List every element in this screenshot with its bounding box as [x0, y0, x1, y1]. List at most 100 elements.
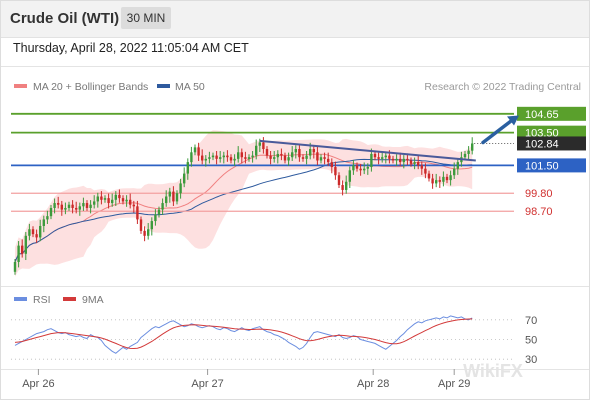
candle-body: [438, 180, 441, 182]
candle-body: [276, 153, 279, 158]
candle-body: [197, 147, 200, 156]
candle-body: [417, 162, 420, 166]
candle-body: [118, 194, 121, 199]
candle-body: [402, 158, 405, 163]
candle-body: [139, 219, 143, 231]
candle-body: [467, 150, 470, 154]
candle-body: [330, 162, 333, 168]
candle-body: [373, 153, 377, 158]
candle-body: [391, 158, 395, 161]
candle-body: [132, 204, 135, 207]
copyright-label: Research © 2022 Trading Central: [424, 81, 581, 93]
candle-body: [150, 221, 153, 230]
candle-body: [244, 157, 247, 159]
candle-body: [352, 165, 355, 171]
candle-body: [154, 214, 157, 222]
candle-body: [17, 245, 20, 262]
candle-body: [355, 165, 359, 169]
candle-body: [100, 196, 103, 200]
candle-body: [114, 194, 117, 200]
candle-body: [85, 203, 89, 208]
candle-body: [262, 142, 265, 150]
candle-body: [172, 191, 175, 202]
candle-body: [75, 207, 78, 210]
candle-body: [103, 198, 107, 200]
projection-arrow: [481, 117, 515, 145]
candle-body: [57, 203, 60, 205]
candle-body: [363, 168, 366, 171]
x-tick-label-apr-28: Apr 28: [357, 378, 389, 390]
candle-body: [237, 152, 240, 159]
candle-body: [258, 142, 261, 146]
level-tag-103.50: [517, 125, 586, 140]
candle-body: [463, 153, 467, 158]
candle-body: [449, 175, 452, 181]
legend-ma50-label: MA 50: [175, 81, 205, 93]
candle-body: [78, 206, 81, 210]
axis-divider: [0, 369, 590, 370]
candle-body: [366, 167, 369, 169]
candle-body: [283, 155, 287, 161]
candle-body: [190, 152, 193, 163]
candle-body: [255, 145, 258, 156]
candle-body: [273, 157, 276, 159]
candle-body: [377, 157, 380, 159]
candle-body: [251, 155, 254, 158]
candle-body: [309, 149, 312, 156]
candle-body: [193, 147, 197, 153]
candle-body: [93, 201, 96, 205]
candle-body: [406, 158, 409, 161]
candle-body: [175, 193, 179, 202]
candle-body: [82, 203, 85, 207]
trendline: [259, 139, 476, 162]
candle-body: [427, 173, 431, 179]
level-tag-101.50: [517, 158, 586, 173]
instrument-title: Crude Oil (WTI): [10, 10, 120, 27]
candle-body: [64, 207, 67, 210]
timeframe-button[interactable]: 30 MIN: [121, 7, 171, 29]
level-label-104.65: 104.65: [525, 109, 559, 121]
chart-datetime: Thursday, April 28, 2022 11:05:04 AM CET: [13, 41, 249, 55]
candle-body: [204, 158, 207, 161]
candle-body: [201, 155, 204, 161]
candle-body: [222, 155, 225, 158]
level-label-98.70: 98.70: [525, 206, 553, 218]
candle-body: [395, 158, 398, 161]
candle-body: [399, 158, 402, 163]
rsi-ma-line: [14, 318, 473, 350]
candle-body: [46, 216, 49, 220]
rsi-tick-70: 70: [525, 315, 537, 327]
candle-body: [456, 162, 459, 169]
level-tag-104.65: [517, 106, 586, 121]
level-label-101.50: 101.50: [525, 160, 559, 172]
candle-body: [348, 170, 351, 182]
candle-body: [370, 153, 373, 168]
candle-body: [161, 203, 164, 210]
candle-body: [67, 204, 71, 208]
candle-body: [240, 152, 243, 158]
candle-body: [21, 245, 24, 254]
legend-ma9-label: 9MA: [82, 294, 104, 306]
candle-body: [147, 229, 150, 236]
candle-body: [168, 191, 171, 197]
candle-body: [442, 176, 445, 182]
x-tick-label-apr-26: Apr 26: [22, 378, 54, 390]
candle-body: [247, 157, 251, 159]
candle-body: [431, 178, 434, 184]
candle-body: [157, 209, 161, 215]
candle-body: [215, 155, 218, 159]
candle-body: [269, 155, 272, 159]
x-tick-label-apr-29: Apr 29: [438, 378, 470, 390]
candle-body: [42, 219, 45, 226]
candle-body: [384, 155, 387, 158]
candle-body: [291, 152, 294, 158]
candle-body: [111, 199, 114, 204]
candle-body: [445, 176, 449, 181]
candle-body: [305, 155, 308, 159]
candle-body: [435, 180, 438, 184]
candle-body: [280, 153, 283, 156]
candle-body: [219, 157, 222, 159]
legend-ma20-label: MA 20 + Bollinger Bands: [33, 81, 148, 93]
candle-body: [287, 157, 290, 161]
